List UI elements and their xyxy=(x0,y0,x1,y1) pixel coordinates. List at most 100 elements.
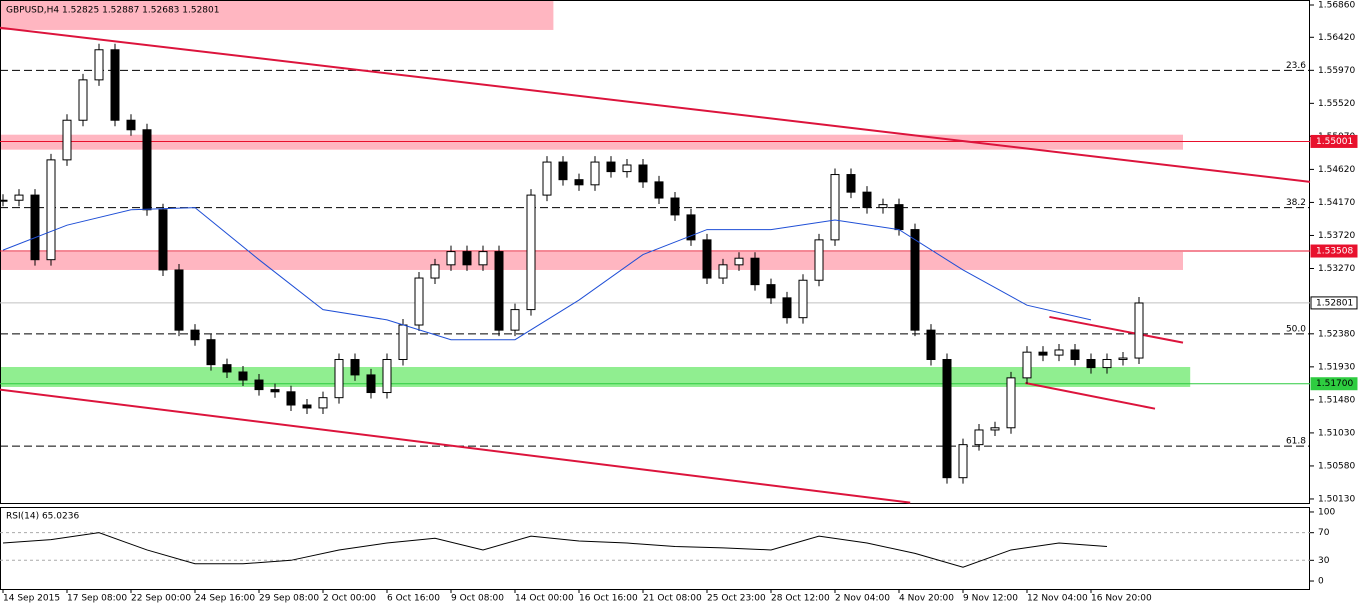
rsi-frame xyxy=(0,507,1310,590)
trendline xyxy=(1049,315,1184,344)
x-tick-label: 4 Nov 20:00 xyxy=(899,594,954,604)
candle xyxy=(990,427,1000,431)
zone xyxy=(0,134,1183,150)
rsi-tick-label: 100 xyxy=(1318,507,1335,517)
level-label: 1.52801 xyxy=(1316,298,1353,308)
fib-label: 61.8 xyxy=(1286,437,1306,447)
trendline xyxy=(1025,382,1156,410)
candle xyxy=(110,49,120,121)
candle xyxy=(878,204,888,209)
candle xyxy=(606,161,616,173)
candle xyxy=(782,297,792,319)
zone xyxy=(0,0,554,30)
candle xyxy=(942,359,952,479)
candle xyxy=(494,251,504,331)
candle xyxy=(846,174,856,193)
rsi-tick-label: 70 xyxy=(1318,528,1330,538)
y-tick-label: 1.55520 xyxy=(1318,99,1355,109)
candle xyxy=(0,199,8,202)
candle xyxy=(398,324,408,361)
candle xyxy=(1006,377,1016,429)
level-label: 1.55001 xyxy=(1316,137,1353,147)
x-tick-label: 9 Oct 08:00 xyxy=(451,594,504,604)
x-tick-label: 21 Oct 08:00 xyxy=(643,594,702,604)
candle xyxy=(366,374,376,394)
candle xyxy=(1086,359,1096,369)
candle xyxy=(926,329,936,361)
candle xyxy=(414,277,424,326)
y-tick-label: 1.52380 xyxy=(1318,329,1355,339)
candle xyxy=(526,194,536,311)
x-tick-label: 9 Nov 12:00 xyxy=(963,594,1018,604)
candle xyxy=(542,161,552,196)
y-tick-label: 1.54620 xyxy=(1318,165,1355,175)
y-tick-label: 1.51930 xyxy=(1318,362,1355,372)
rsi-tick-label: 30 xyxy=(1318,556,1330,566)
candle xyxy=(1070,349,1080,361)
candle xyxy=(286,391,296,406)
candle xyxy=(510,309,520,331)
x-tick-label: 17 Sep 08:00 xyxy=(67,594,127,604)
candle xyxy=(1118,357,1128,361)
level-label-box xyxy=(1310,134,1358,148)
x-tick-label: 6 Oct 16:00 xyxy=(387,594,440,604)
candle xyxy=(830,174,840,241)
candle xyxy=(974,429,984,446)
candle xyxy=(430,264,440,279)
candle xyxy=(238,371,248,381)
y-tick-label: 1.51480 xyxy=(1318,395,1355,405)
candle xyxy=(1102,359,1112,369)
candle xyxy=(1054,349,1064,356)
y-tick-label: 1.56420 xyxy=(1318,33,1355,43)
level-label-box xyxy=(1310,296,1358,310)
rsi-label: RSI(14) 65.0236 xyxy=(6,512,79,522)
candle xyxy=(142,129,152,211)
candle xyxy=(318,397,328,409)
candle xyxy=(894,204,904,231)
x-tick-label: 28 Oct 12:00 xyxy=(771,594,830,604)
candle xyxy=(14,194,24,201)
rsi-tick-label: 0 xyxy=(1318,577,1324,587)
candle xyxy=(622,164,632,173)
candle xyxy=(1022,351,1032,379)
y-tick-label: 1.53720 xyxy=(1318,231,1355,241)
x-tick-label: 25 Oct 23:00 xyxy=(707,594,766,604)
candle xyxy=(718,264,728,279)
candle xyxy=(46,159,56,261)
candle xyxy=(766,284,776,299)
candle xyxy=(798,279,808,319)
candle xyxy=(126,119,136,131)
level-label-box xyxy=(1310,244,1358,258)
y-tick-label: 1.51030 xyxy=(1318,428,1355,438)
candle xyxy=(158,209,168,271)
x-tick-label: 29 Sep 08:00 xyxy=(259,594,319,604)
candle xyxy=(78,79,88,121)
candle xyxy=(686,214,696,241)
zone xyxy=(0,366,1191,387)
candle xyxy=(638,164,648,183)
candle xyxy=(478,251,488,266)
y-tick-label: 1.56860 xyxy=(1318,0,1355,10)
x-tick-label: 22 Sep 00:00 xyxy=(131,594,191,604)
candle xyxy=(702,239,712,279)
candle xyxy=(558,161,568,181)
candle xyxy=(222,364,232,373)
candle xyxy=(350,359,360,376)
x-tick-label: 14 Sep 2015 xyxy=(3,594,60,604)
trendline xyxy=(0,26,1311,183)
x-tick-label: 2 Oct 00:00 xyxy=(323,594,376,604)
candle xyxy=(94,49,104,81)
candle xyxy=(30,194,40,261)
candle xyxy=(862,191,872,209)
y-tick-label: 1.55970 xyxy=(1318,66,1355,76)
candle xyxy=(1134,302,1144,359)
x-tick-label: 14 Oct 00:00 xyxy=(515,594,574,604)
candle xyxy=(670,197,680,216)
candle xyxy=(910,229,920,331)
y-tick-label: 1.53270 xyxy=(1318,264,1355,274)
candle xyxy=(654,181,664,199)
chart-title: GBPUSD,H4 1.52825 1.52887 1.52683 1.5280… xyxy=(6,6,219,16)
x-tick-label: 24 Sep 16:00 xyxy=(195,594,255,604)
candle xyxy=(958,444,968,479)
